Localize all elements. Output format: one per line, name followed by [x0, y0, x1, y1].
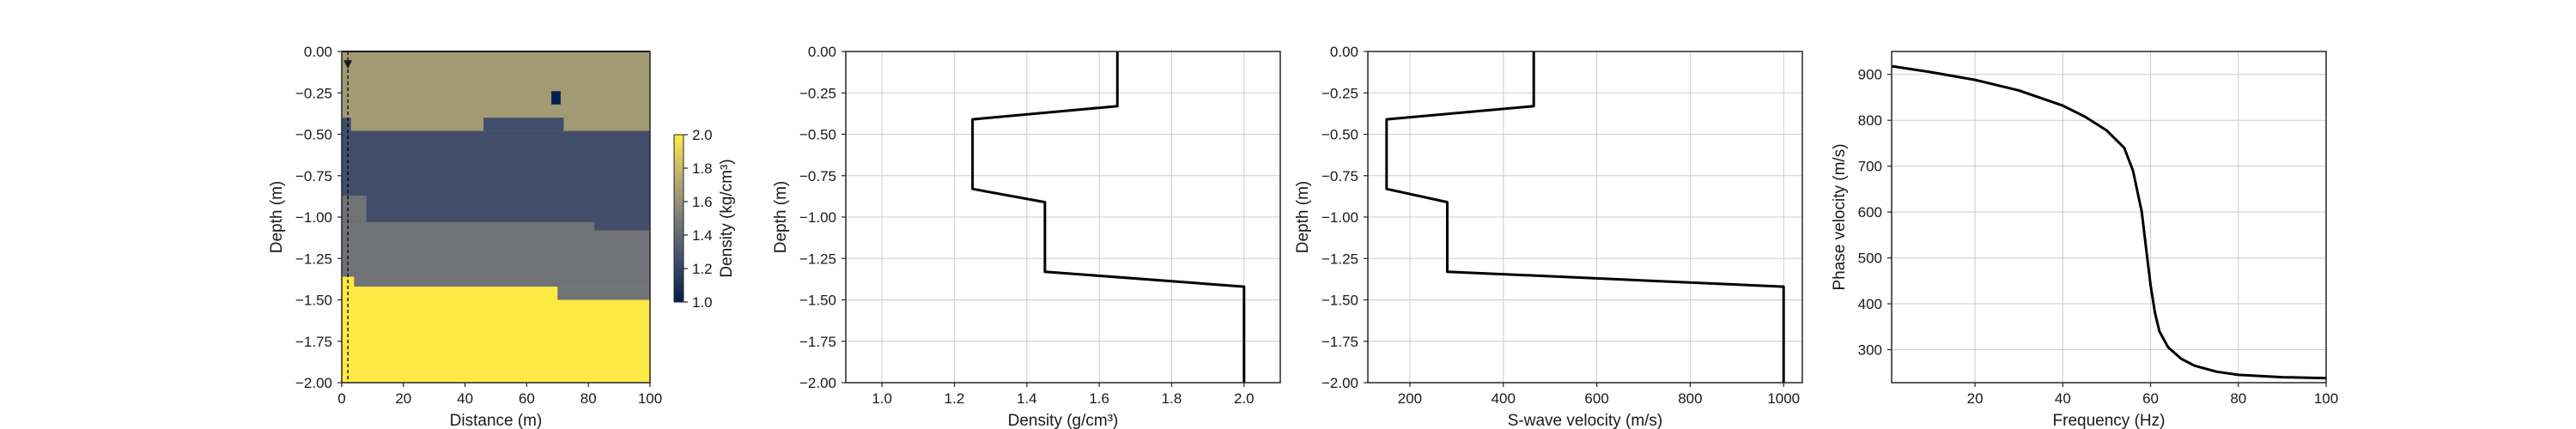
density-layer-7: [342, 287, 650, 383]
density-layer-5: [342, 195, 367, 222]
x-tick-label: 60: [2142, 390, 2159, 407]
y-tick-label: 300: [1858, 342, 1882, 359]
y-tick-label: 0.00: [1330, 44, 1358, 60]
y-tick-label: 0.00: [808, 44, 836, 60]
y-tick-label: −1.50: [1321, 293, 1358, 309]
y-tick-label: −0.75: [799, 168, 836, 184]
y-tick-label: −1.00: [799, 209, 836, 226]
y-tick-label: −0.25: [799, 85, 836, 101]
x-tick-label: 80: [580, 390, 597, 407]
colorbar-label: Density (kg/cm³): [718, 159, 736, 277]
x-tick-label: 600: [1584, 390, 1608, 407]
water-table-marker: ▼: [341, 56, 355, 72]
y-axis-label: Depth (m): [772, 181, 790, 253]
x-axis-label: S-wave velocity (m/s): [1508, 412, 1663, 429]
y-tick-label: −1.75: [1321, 334, 1358, 350]
colorbar-tick-label: 1.6: [692, 194, 713, 210]
x-tick-label: 2.0: [1234, 390, 1255, 407]
y-tick-label: −2.00: [799, 375, 836, 391]
x-tick-label: 20: [1967, 390, 1984, 407]
colorbar-tick-label: 1.8: [692, 160, 713, 177]
y-tick-label: −1.25: [799, 251, 836, 267]
colorbar: [673, 134, 684, 303]
y-tick-label: −1.50: [295, 293, 332, 309]
colorbar-tick-label: 1.0: [692, 294, 713, 311]
x-tick-label: 1.6: [1089, 390, 1109, 407]
x-tick-label: 200: [1398, 390, 1422, 407]
x-tick-label: 40: [457, 390, 473, 407]
y-tick-label: 900: [1858, 67, 1882, 83]
dispersion-curve-panel: 20 40 60 80 100 300 400 500 600 700 800 900 Frequenc…: [1831, 51, 2338, 429]
y-tick-label: 600: [1858, 204, 1882, 221]
y-tick-label: −0.75: [1321, 168, 1358, 184]
density-layer-3: [483, 118, 564, 131]
x-tick-label: 40: [2055, 390, 2071, 407]
colorbar-tick-label: 2.0: [692, 127, 713, 143]
y-tick-label: −1.00: [1321, 209, 1358, 226]
density-layer-10: [551, 91, 561, 105]
y-tick-label: −1.75: [295, 334, 332, 350]
x-tick-label: 1.8: [1162, 390, 1182, 407]
colorbar-tick-label: 1.2: [692, 261, 713, 277]
x-tick-label: 0: [337, 390, 345, 407]
x-axis-label: Density (g/cm³): [1008, 412, 1119, 429]
density-model-panel: ▼ 0 20 40 60 80 100 0.00 −0.25 −0.50 −0.75 −1.00 −1.…: [268, 44, 736, 429]
x-tick-label: 800: [1678, 390, 1702, 407]
y-tick-label: −2.00: [295, 375, 332, 391]
x-tick-label: 1.4: [1017, 390, 1037, 407]
y-tick-label: −0.75: [295, 168, 332, 184]
x-tick-label: 100: [638, 390, 662, 407]
y-tick-label: −0.50: [799, 127, 836, 143]
y-tick-label: −2.00: [1321, 375, 1358, 391]
series-line: [1891, 64, 2327, 380]
series-line: [971, 51, 1246, 383]
x-axis-label: Distance (m): [450, 412, 543, 429]
y-tick-label: −1.25: [1321, 251, 1358, 267]
y-tick-label: −1.25: [295, 251, 332, 267]
y-tick-label: −0.50: [295, 127, 332, 143]
y-tick-label: −0.50: [1321, 127, 1358, 143]
x-tick-label: 400: [1492, 390, 1516, 407]
x-axis-label: Frequency (Hz): [2053, 412, 2166, 429]
x-tick-label: 1.0: [872, 390, 892, 407]
x-tick-label: 1.2: [945, 390, 965, 407]
density-layer-9: [557, 287, 650, 300]
density-profile-panel: 1.0 1.2 1.4 1.6 1.8 2.0 0.00 −0.25 −0.50 −0.75 −1.…: [772, 44, 1281, 429]
y-tick-label: −1.50: [799, 293, 836, 309]
colorbar-tick-label: 1.4: [692, 227, 713, 244]
y-tick-label: −1.00: [295, 209, 332, 226]
x-tick-label: 100: [2314, 390, 2338, 407]
y-tick-label: 700: [1858, 159, 1882, 175]
y-tick-label: 800: [1858, 112, 1882, 129]
y-axis-label: Depth (m): [268, 181, 286, 253]
density-layer-6: [594, 221, 650, 231]
y-axis-label: Phase velocity (m/s): [1831, 143, 1849, 290]
y-tick-label: −0.25: [295, 85, 332, 101]
y-tick-label: −0.25: [1321, 85, 1358, 101]
x-tick-label: 1000: [1767, 390, 1800, 407]
x-tick-label: 60: [519, 390, 535, 407]
x-tick-label: 80: [2230, 390, 2246, 407]
series-line: [1385, 51, 1785, 383]
y-tick-label: −1.75: [799, 334, 836, 350]
y-tick-label: 500: [1858, 251, 1882, 267]
plot-frame: [1891, 51, 2327, 384]
y-tick-label: 0.00: [304, 44, 332, 60]
y-tick-label: 400: [1858, 296, 1882, 312]
x-tick-label: 20: [395, 390, 411, 407]
density-layer-2: [342, 118, 351, 131]
swave-velocity-panel: 200 400 600 800 1000 0.00 −0.25 −0.50 −0.75 −1.00…: [1294, 44, 1803, 429]
y-axis-label: Depth (m): [1294, 181, 1312, 253]
